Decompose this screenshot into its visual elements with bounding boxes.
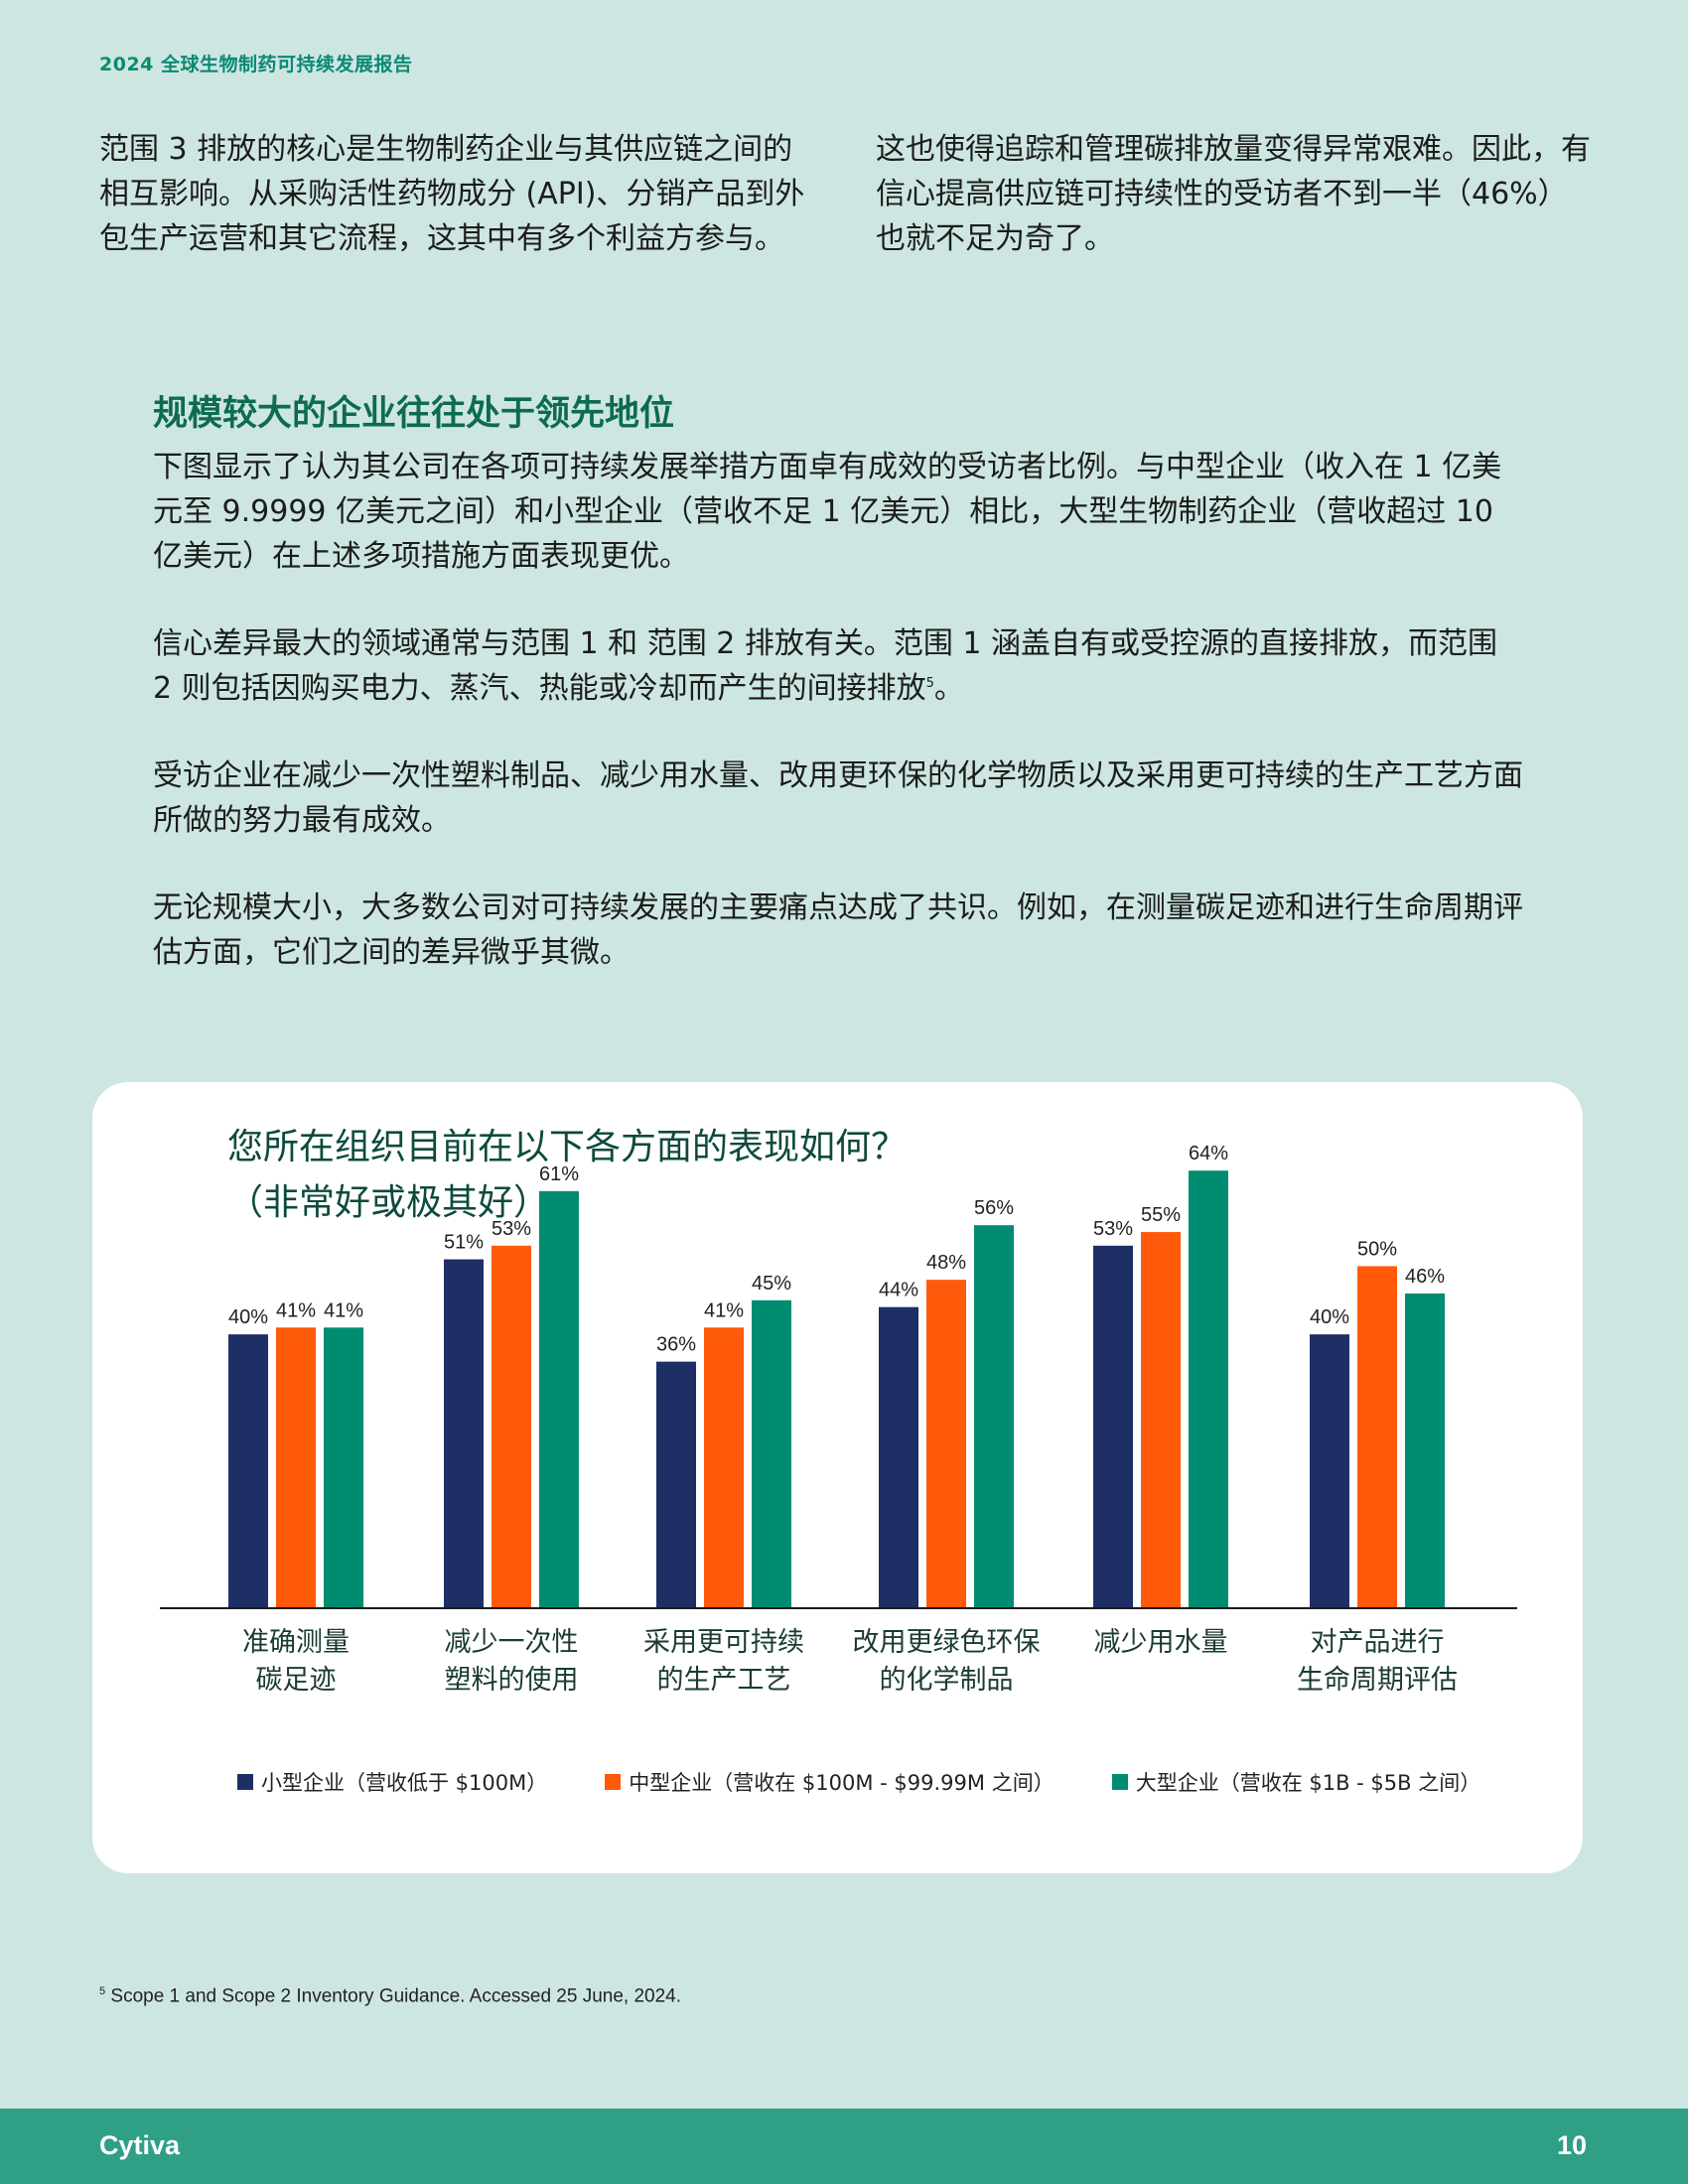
bar[interactable] (444, 1259, 484, 1607)
x-axis-category-label: 采用更可持续 (643, 1627, 804, 1658)
section-paragraph-2: 信心差异最大的领域通常与范围 1 和 范围 2 排放有关。范围 1 涵盖自有或受… (153, 621, 1523, 711)
bar[interactable] (974, 1225, 1014, 1607)
chart-title: 您所在组织目前在以下各方面的表现如何？ (227, 1127, 908, 1167)
bar[interactable] (1405, 1293, 1445, 1607)
x-axis-category-label: 准确测量 (242, 1627, 350, 1658)
bar-value-label: 45% (752, 1273, 791, 1295)
bar[interactable] (752, 1299, 791, 1607)
bar[interactable] (704, 1327, 744, 1607)
legend-item[interactable]: 大型企业（营收在 $1B - $5B 之间） (1111, 1767, 1481, 1797)
section-paragraph-1: 下图显示了认为其公司在各项可持续发展举措方面卓有成效的受访者比例。与中型企业（收… (153, 450, 1502, 574)
footnote: 5 Scope 1 and Scope 2 Inventory Guidance… (99, 1985, 681, 2007)
intro-paragraph-right: 这也使得追踪和管理碳排放量变得异常艰难。因此，有信心提高供应链可持续性的受访者不… (876, 132, 1591, 256)
legend-item[interactable]: 中型企业（营收在 $100M - $99.99M 之间） (605, 1767, 1055, 1797)
legend-swatch (237, 1774, 253, 1790)
footnote-mark: 5 (99, 1985, 106, 1997)
bar-value-label: 44% (879, 1280, 918, 1301)
x-axis-category-label: 减少一次性 (445, 1627, 579, 1658)
x-axis-category-label: 碳足迹 (256, 1665, 337, 1696)
bar[interactable] (276, 1327, 316, 1607)
bar[interactable] (492, 1245, 531, 1607)
x-axis-category-label: 对产品进行 (1311, 1627, 1445, 1658)
bar[interactable] (1141, 1232, 1181, 1607)
bar-value-label: 64% (1189, 1143, 1228, 1164)
bar[interactable] (656, 1361, 696, 1607)
section-paragraph-2-text: 信心差异最大的领域通常与范围 1 和 范围 2 排放有关。范围 1 涵盖自有或受… (153, 626, 1498, 706)
report-header-title: 2024 全球生物制药可持续发展报告 (99, 54, 413, 75)
x-axis-category-label: 生命周期评估 (1297, 1665, 1458, 1696)
footnote-reference[interactable]: 5 (925, 676, 934, 691)
bar-value-label: 41% (704, 1299, 744, 1321)
bar[interactable] (1189, 1170, 1228, 1607)
bar[interactable] (1093, 1245, 1133, 1607)
x-axis-category-label: 塑料的使用 (445, 1665, 579, 1696)
bar-value-label: 53% (1093, 1218, 1133, 1240)
legend-swatch (605, 1774, 622, 1790)
legend-label: 小型企业（营收低于 $100M） (261, 1771, 548, 1795)
bar[interactable] (879, 1306, 918, 1607)
section-paragraph-2-end: 。 (933, 671, 964, 706)
chart-card: 您所在组织目前在以下各方面的表现如何？ （非常好或极其好） 40% 41% 41% 准… (92, 1082, 1583, 1873)
bar-value-label: 61% (539, 1163, 579, 1185)
section-body: 下图显示了认为其公司在各项可持续发展举措方面卓有成效的受访者比例。与中型企业（收… (153, 445, 1523, 1018)
bar[interactable] (1310, 1334, 1349, 1607)
x-axis-category-label: 的生产工艺 (657, 1665, 791, 1696)
footer-bar: Cytiva 10 (0, 2109, 1688, 2184)
bar[interactable] (926, 1280, 966, 1607)
page-number: 10 (1556, 2130, 1587, 2160)
chart-legend: 小型企业（营收低于 $100M） 中型企业（营收在 $100M - $99.99M… (237, 1767, 1488, 1797)
section-paragraph-4: 无论规模大小，大多数公司对可持续发展的主要痛点达成了共识。例如，在测量碳足迹和进… (153, 890, 1523, 970)
bar-value-label: 55% (1141, 1204, 1181, 1226)
section-paragraph-3: 受访企业在减少一次性塑料制品、减少用水量、改用更环保的化学物质以及采用更可持续的… (153, 758, 1523, 838)
section-heading: 规模较大的企业往往处于领先地位 (153, 394, 675, 434)
footer-brand: Cytiva (99, 2130, 181, 2160)
bar-value-label: 40% (1310, 1306, 1349, 1328)
bar[interactable] (324, 1327, 363, 1607)
x-axis-category-label: 改用更绿色环保 (853, 1627, 1041, 1658)
x-axis-category-label: 的化学制品 (880, 1665, 1014, 1696)
bar-value-label: 53% (492, 1218, 531, 1240)
x-axis-category-label: 减少用水量 (1094, 1627, 1228, 1658)
bar-value-label: 48% (926, 1252, 966, 1274)
bar-value-label: 41% (276, 1299, 316, 1321)
bar-value-label: 50% (1357, 1238, 1397, 1260)
bar-value-label: 40% (228, 1306, 268, 1328)
bar-value-label: 46% (1405, 1266, 1445, 1288)
bar[interactable] (228, 1334, 268, 1607)
intro-paragraph-left: 范围 3 排放的核心是生物制药企业与其供应链之间的相互影响。从采购活性药物成分 … (99, 132, 805, 256)
bar[interactable] (1357, 1266, 1397, 1607)
legend-label: 中型企业（营收在 $100M - $99.99M 之间） (629, 1771, 1055, 1795)
bar-value-label: 36% (656, 1334, 696, 1356)
chart-subtitle: （非常好或极其好） (227, 1182, 550, 1223)
legend-swatch (1111, 1774, 1128, 1790)
bar[interactable] (539, 1190, 579, 1607)
bar-value-label: 56% (974, 1197, 1014, 1219)
chart-title-block: 您所在组织目前在以下各方面的表现如何？ （非常好或极其好） (227, 1120, 1419, 1231)
footnote-text: Scope 1 and Scope 2 Inventory Guidance. … (110, 1985, 682, 2007)
bar-value-label: 41% (324, 1299, 363, 1321)
legend-label: 大型企业（营收在 $1B - $5B 之间） (1135, 1771, 1481, 1795)
bar-value-label: 51% (444, 1232, 484, 1254)
legend-item[interactable]: 小型企业（营收低于 $100M） (237, 1767, 547, 1797)
